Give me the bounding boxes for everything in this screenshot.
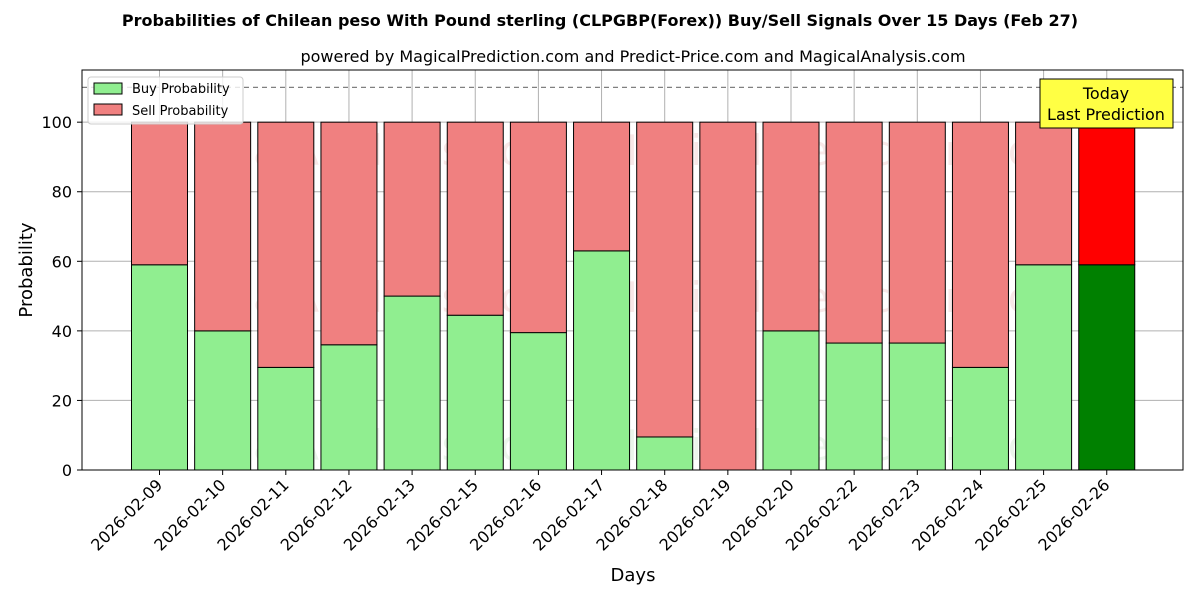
bar-sell-2026-02-13	[383, 121, 441, 297]
bar-sell-2026-02-23	[888, 121, 946, 344]
bar-sell-2026-02-25	[1015, 121, 1073, 266]
bar-buy-2026-02-23	[888, 342, 946, 471]
bar-sell-2026-02-11	[257, 121, 315, 368]
chart-subtitle: powered by MagicalPrediction.com and Pre…	[300, 47, 965, 66]
bar-sell-2026-02-10	[194, 121, 252, 332]
bar-buy-2026-02-15	[446, 314, 504, 471]
bar-buy-2026-02-10	[194, 330, 252, 471]
chart-title: Probabilities of Chilean peso With Pound…	[122, 11, 1078, 30]
y-axis-label: Probability	[16, 222, 37, 317]
bar-buy-2026-02-26	[1078, 264, 1136, 471]
plot-frame	[81, 69, 1184, 471]
y-tick-label: 40	[52, 322, 72, 341]
legend-box	[87, 76, 244, 125]
y-tick-label: 20	[52, 391, 72, 410]
y-tick-label: 0	[62, 461, 72, 480]
bar-sell-2026-02-26	[1078, 121, 1136, 266]
y-axis-ticks: 0 20 40 60 80 100	[41, 113, 82, 480]
bar-sell-2026-02-22	[825, 121, 883, 344]
y-tick-label: 60	[52, 252, 72, 271]
bar-buy-2026-02-13	[383, 295, 441, 471]
annotation-box	[1039, 78, 1174, 129]
legend-label-sell: Sell Probability	[132, 104, 229, 119]
x-axis-ticks: 2026-02-092026-02-102026-02-112026-02-12…	[87, 470, 1114, 555]
y-tick-label: 80	[52, 183, 72, 202]
annotation-line1: Today	[1082, 84, 1129, 103]
bar-buy-2026-02-18	[636, 436, 694, 471]
bar-sell-2026-02-18	[636, 121, 694, 438]
legend: Buy Probability Sell Probability	[87, 76, 244, 125]
bar-buy-2026-02-17	[573, 250, 631, 471]
bars	[131, 121, 1136, 471]
bar-buy-2026-02-09	[131, 264, 188, 471]
legend-swatch-sell	[93, 103, 123, 116]
legend-swatch-buy	[93, 82, 123, 95]
x-axis-label: Days	[611, 565, 656, 586]
bar-buy-2026-02-22	[825, 342, 883, 471]
bar-sell-2026-02-20	[762, 121, 820, 332]
bar-buy-2026-02-20	[762, 330, 820, 471]
annotation-line2: Last Prediction	[1047, 105, 1165, 124]
today-annotation: Today Last Prediction	[1039, 78, 1174, 129]
bar-sell-2026-02-15	[446, 121, 504, 316]
bar-buy-2026-02-24	[951, 366, 1009, 471]
bar-sell-2026-02-24	[951, 121, 1009, 368]
bar-sell-2026-02-17	[573, 121, 631, 252]
bar-buy-2026-02-11	[257, 366, 315, 471]
bar-buy-2026-02-25	[1015, 264, 1073, 471]
bar-sell-2026-02-12	[320, 121, 378, 346]
bar-buy-2026-02-12	[320, 344, 378, 471]
y-tick-label: 100	[41, 113, 72, 132]
bar-sell-2026-02-19	[699, 121, 757, 471]
bar-sell-2026-02-09	[131, 121, 188, 266]
bar-buy-2026-02-16	[509, 332, 567, 471]
legend-label-buy: Buy Probability	[132, 82, 230, 97]
bar-sell-2026-02-16	[509, 121, 567, 334]
